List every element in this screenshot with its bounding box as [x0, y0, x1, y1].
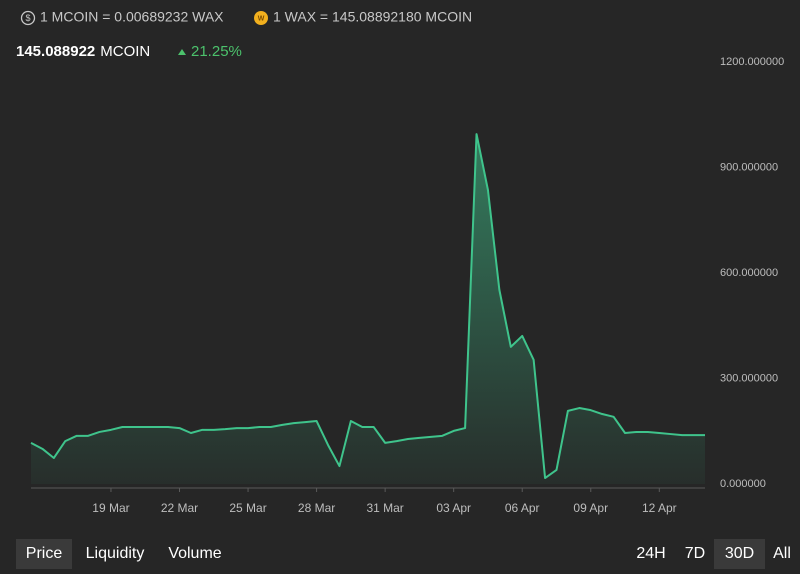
x-tick-label: 19 Mar — [92, 501, 129, 515]
wax-icon — [254, 11, 268, 25]
price: 145.088922 MCOIN — [16, 43, 150, 60]
price-line — [30, 133, 705, 480]
price-change: 21.25% — [191, 43, 242, 60]
wax-glyph: W — [258, 15, 265, 22]
x-tick-label: 22 Mar — [161, 501, 198, 515]
x-tick-label: 12 Apr — [642, 501, 677, 515]
tab-selected-bg — [16, 539, 72, 569]
x-tick-label: 28 Mar — [298, 501, 335, 515]
y-tick-label: 0.000000 — [720, 478, 766, 490]
y-tick-label: 600.000000 — [720, 267, 778, 279]
tabs: Price Liquidity Volume 24H 7D 30D All — [26, 545, 791, 562]
range-button[interactable]: All — [773, 545, 791, 562]
chart-tab[interactable]: Price — [26, 545, 63, 562]
x-tick-label: 25 Mar — [229, 501, 266, 515]
price-unit: MCOIN — [100, 43, 150, 60]
x-tick-label: 03 Apr — [436, 501, 471, 515]
x-tick-label: 06 Apr — [505, 501, 540, 515]
range-button[interactable]: 24H — [636, 545, 665, 562]
up-arrow — [178, 49, 186, 55]
chart-tab[interactable]: Volume — [168, 545, 221, 562]
range-selected-bg — [714, 539, 765, 569]
y-tick-label: 900.000000 — [720, 161, 778, 173]
dollar-icon — [20, 10, 36, 26]
x-tick-label: 09 Apr — [573, 501, 608, 515]
rate-mcoin: 1 MCOIN = 0.00689232 WAX — [40, 9, 224, 25]
range-button[interactable]: 30D — [725, 545, 754, 562]
x-tick-label: 31 Mar — [366, 501, 403, 515]
price-value: 145.088922 — [16, 43, 95, 60]
range-button[interactable]: 7D — [685, 545, 705, 562]
dollar-glyph: $ — [25, 13, 30, 23]
y-tick-label: 1200.000000 — [720, 56, 784, 68]
chart: 0.000000 300.000000 600.000000 900.000000 12… — [30, 56, 784, 515]
y-tick-label: 300.000000 — [720, 372, 778, 384]
rate-wax: 1 WAX = 145.08892180 MCOIN — [273, 9, 472, 25]
chart-tab[interactable]: Liquidity — [86, 545, 145, 562]
